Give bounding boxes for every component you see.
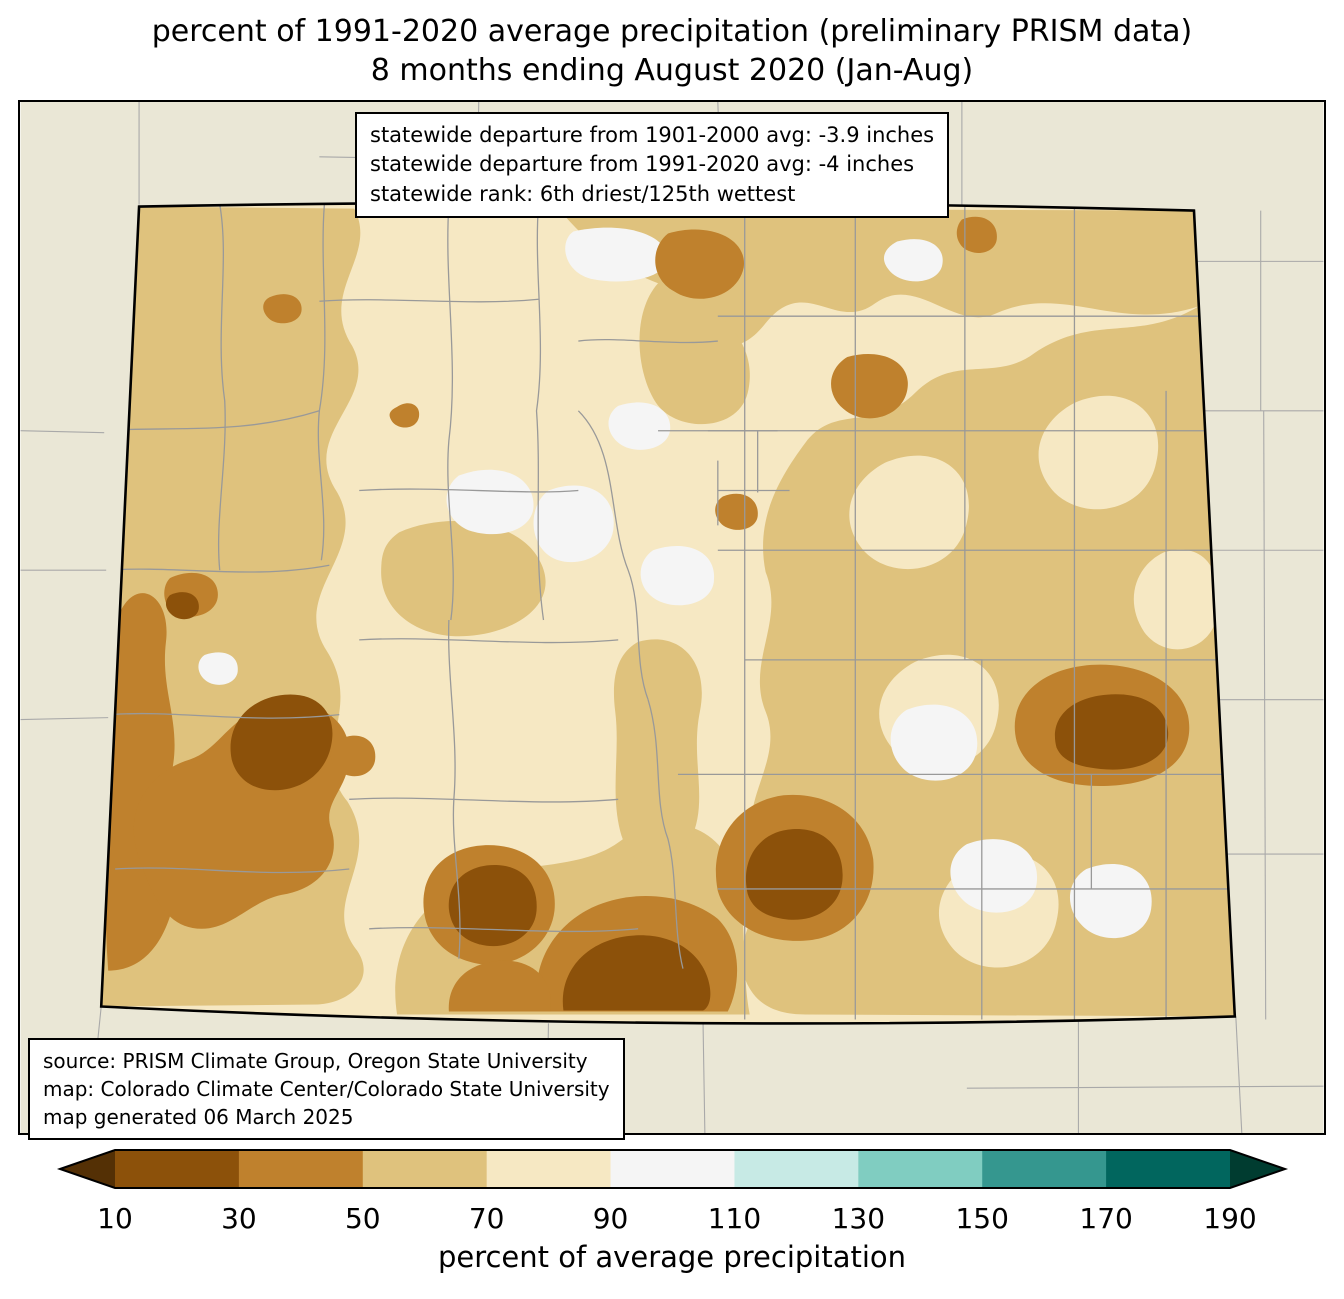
colorbar-outline <box>56 1149 1289 1189</box>
stats-line-1: statewide departure from 1901-2000 avg: … <box>370 123 935 147</box>
colorbar-tick-label: 170 <box>1079 1202 1132 1235</box>
colorbar: 10 30 50 70 90 110 130 150 170 190 <box>56 1149 1289 1235</box>
colorbar-axis-label: percent of average precipitation <box>437 1240 907 1274</box>
colorbar-tick-label: 150 <box>955 1202 1008 1235</box>
colorbar-segment <box>362 1150 488 1188</box>
colorbar-arrow-left <box>60 1150 115 1188</box>
colorbar-tick-label: 110 <box>708 1202 761 1235</box>
colorbar-segment <box>610 1150 736 1188</box>
contour-band-90-110 <box>198 227 1152 939</box>
colorbar-segment <box>858 1150 983 1188</box>
source-line-3: map generated 06 March 2025 <box>43 1105 354 1129</box>
source-line-2: map: Colorado Climate Center/Colorado St… <box>43 1077 610 1101</box>
colorbar-segment <box>238 1150 364 1188</box>
stats-line-3: statewide rank: 6th driest/125th wettest <box>370 181 796 206</box>
figure-title: percent of 1991-2020 average precipitati… <box>0 12 1344 90</box>
stats-box: statewide departure from 1901-2000 avg: … <box>355 112 950 219</box>
colorbar-segment <box>486 1150 612 1188</box>
colorbar-tick-label: 10 <box>97 1202 133 1235</box>
title-line-1: percent of 1991-2020 average precipitati… <box>151 14 1193 49</box>
source-box: source: PRISM Climate Group, Oregon Stat… <box>28 1038 625 1140</box>
precip-contours <box>101 206 1235 1017</box>
county-boundaries <box>101 204 1228 1020</box>
contour-band-10-30 <box>165 592 1169 1011</box>
title-line-2: 8 months ending August 2020 (Jan-Aug) <box>370 53 974 88</box>
colorbar-tick-label: 130 <box>832 1202 885 1235</box>
colorbar-tick-label: 30 <box>221 1202 257 1235</box>
colorbar-segment <box>982 1150 1107 1188</box>
colorbar-segment <box>115 1150 240 1188</box>
colorbar-tick-label: 50 <box>345 1202 381 1235</box>
colorbar-arrow-right <box>1230 1150 1285 1188</box>
colorado-precipitation-map <box>20 102 1324 1133</box>
map-frame <box>18 100 1326 1135</box>
colorbar-tick-label: 70 <box>469 1202 505 1235</box>
colorbar-segment <box>1106 1150 1231 1188</box>
stats-line-2: statewide departure from 1991-2020 avg: … <box>370 152 915 177</box>
colorbar-tick-label: 90 <box>593 1202 629 1235</box>
colorbar-segment <box>734 1150 859 1188</box>
colorbar-tick-label: 190 <box>1203 1202 1256 1235</box>
source-line-1: source: PRISM Climate Group, Oregon Stat… <box>43 1049 588 1073</box>
